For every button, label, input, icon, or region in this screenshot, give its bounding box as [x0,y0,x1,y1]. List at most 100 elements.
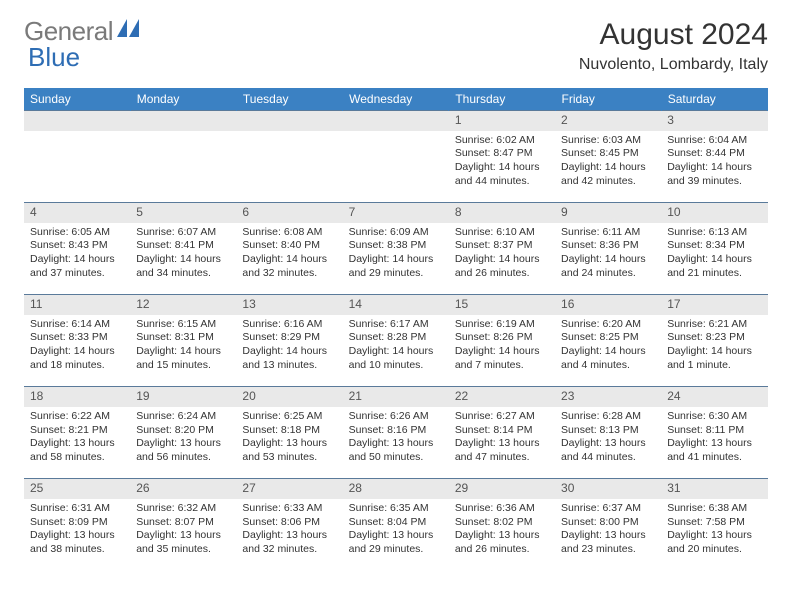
day-cell [236,131,342,203]
day-number: 6 [236,203,342,223]
day-cell: Sunrise: 6:30 AM Sunset: 8:11 PM Dayligh… [661,407,767,479]
day-number: 10 [661,203,767,223]
day-cell: Sunrise: 6:04 AM Sunset: 8:44 PM Dayligh… [661,131,767,203]
day-number: 31 [661,479,767,499]
day-cell-text: Sunrise: 6:27 AM Sunset: 8:14 PM Dayligh… [455,410,549,465]
day-cell-text: Sunrise: 6:28 AM Sunset: 8:13 PM Dayligh… [561,410,655,465]
day-number: 5 [130,203,236,223]
day-number: 25 [24,479,130,499]
day-cell-text: Sunrise: 6:35 AM Sunset: 8:04 PM Dayligh… [349,502,443,557]
day-number: 14 [343,295,449,315]
day-cell: Sunrise: 6:15 AM Sunset: 8:31 PM Dayligh… [130,315,236,387]
day-cell-text: Sunrise: 6:10 AM Sunset: 8:37 PM Dayligh… [455,226,549,281]
daynum-row: 25262728293031 [24,479,768,499]
day-number: 13 [236,295,342,315]
day-cell: Sunrise: 6:16 AM Sunset: 8:29 PM Dayligh… [236,315,342,387]
day-number: 27 [236,479,342,499]
day-number: 26 [130,479,236,499]
day-number: 30 [555,479,661,499]
day-cell-text: Sunrise: 6:38 AM Sunset: 7:58 PM Dayligh… [667,502,761,557]
day-cell-text: Sunrise: 6:17 AM Sunset: 8:28 PM Dayligh… [349,318,443,373]
day-cell: Sunrise: 6:22 AM Sunset: 8:21 PM Dayligh… [24,407,130,479]
day-cell-text: Sunrise: 6:36 AM Sunset: 8:02 PM Dayligh… [455,502,549,557]
day-cell-text: Sunrise: 6:04 AM Sunset: 8:44 PM Dayligh… [667,134,761,189]
day-number: 9 [555,203,661,223]
day-number: 3 [661,111,767,131]
title-block: August 2024 Nuvolento, Lombardy, Italy [579,18,768,74]
day-cell: Sunrise: 6:09 AM Sunset: 8:38 PM Dayligh… [343,223,449,295]
day-cell: Sunrise: 6:25 AM Sunset: 8:18 PM Dayligh… [236,407,342,479]
day-cell-text: Sunrise: 6:33 AM Sunset: 8:06 PM Dayligh… [242,502,336,557]
day-number [236,111,342,131]
day-number: 16 [555,295,661,315]
day-number: 1 [449,111,555,131]
day-number: 8 [449,203,555,223]
day-number: 18 [24,387,130,407]
day-cell: Sunrise: 6:37 AM Sunset: 8:00 PM Dayligh… [555,499,661,571]
day-cell: Sunrise: 6:08 AM Sunset: 8:40 PM Dayligh… [236,223,342,295]
day-cell [24,131,130,203]
weekday-header: Wednesday [343,88,449,111]
day-cell: Sunrise: 6:10 AM Sunset: 8:37 PM Dayligh… [449,223,555,295]
day-cell: Sunrise: 6:05 AM Sunset: 8:43 PM Dayligh… [24,223,130,295]
day-cell: Sunrise: 6:36 AM Sunset: 8:02 PM Dayligh… [449,499,555,571]
daynum-row: 123 [24,111,768,131]
day-cell-text: Sunrise: 6:09 AM Sunset: 8:38 PM Dayligh… [349,226,443,281]
day-cell-text: Sunrise: 6:11 AM Sunset: 8:36 PM Dayligh… [561,226,655,281]
day-cell-text: Sunrise: 6:31 AM Sunset: 8:09 PM Dayligh… [30,502,124,557]
day-cell [130,131,236,203]
day-number [24,111,130,131]
calendar-body: 123Sunrise: 6:02 AM Sunset: 8:47 PM Dayl… [24,111,768,571]
day-number [343,111,449,131]
day-cell: Sunrise: 6:28 AM Sunset: 8:13 PM Dayligh… [555,407,661,479]
day-cell-text: Sunrise: 6:30 AM Sunset: 8:11 PM Dayligh… [667,410,761,465]
day-cell-text: Sunrise: 6:13 AM Sunset: 8:34 PM Dayligh… [667,226,761,281]
day-number: 7 [343,203,449,223]
day-cell-text: Sunrise: 6:15 AM Sunset: 8:31 PM Dayligh… [136,318,230,373]
day-cell-text: Sunrise: 6:07 AM Sunset: 8:41 PM Dayligh… [136,226,230,281]
day-cell: Sunrise: 6:20 AM Sunset: 8:25 PM Dayligh… [555,315,661,387]
day-number: 15 [449,295,555,315]
day-number: 29 [449,479,555,499]
day-number [130,111,236,131]
day-number: 12 [130,295,236,315]
day-cell-text: Sunrise: 6:26 AM Sunset: 8:16 PM Dayligh… [349,410,443,465]
day-cell: Sunrise: 6:03 AM Sunset: 8:45 PM Dayligh… [555,131,661,203]
weekday-header: Tuesday [236,88,342,111]
day-cell: Sunrise: 6:24 AM Sunset: 8:20 PM Dayligh… [130,407,236,479]
day-cell: Sunrise: 6:31 AM Sunset: 8:09 PM Dayligh… [24,499,130,571]
day-cell-text: Sunrise: 6:20 AM Sunset: 8:25 PM Dayligh… [561,318,655,373]
logo-text-blue: Blue [28,44,139,70]
day-cell: Sunrise: 6:19 AM Sunset: 8:26 PM Dayligh… [449,315,555,387]
day-cell-text: Sunrise: 6:05 AM Sunset: 8:43 PM Dayligh… [30,226,124,281]
location: Nuvolento, Lombardy, Italy [579,56,768,74]
logo-sail-icon [117,19,139,43]
day-number: 20 [236,387,342,407]
day-number: 28 [343,479,449,499]
day-cell: Sunrise: 6:32 AM Sunset: 8:07 PM Dayligh… [130,499,236,571]
day-number: 4 [24,203,130,223]
month-title: August 2024 [579,18,768,52]
day-cell: Sunrise: 6:13 AM Sunset: 8:34 PM Dayligh… [661,223,767,295]
calendar-table: Sunday Monday Tuesday Wednesday Thursday… [24,88,768,571]
weekday-header: Monday [130,88,236,111]
weekday-header: Saturday [661,88,767,111]
day-number: 23 [555,387,661,407]
day-number: 11 [24,295,130,315]
daynum-row: 11121314151617 [24,295,768,315]
data-row: Sunrise: 6:05 AM Sunset: 8:43 PM Dayligh… [24,223,768,295]
day-cell-text: Sunrise: 6:16 AM Sunset: 8:29 PM Dayligh… [242,318,336,373]
day-number: 22 [449,387,555,407]
day-cell-text: Sunrise: 6:22 AM Sunset: 8:21 PM Dayligh… [30,410,124,465]
logo: General Blue [24,18,139,70]
daynum-row: 45678910 [24,203,768,223]
day-cell-text: Sunrise: 6:32 AM Sunset: 8:07 PM Dayligh… [136,502,230,557]
day-number: 19 [130,387,236,407]
data-row: Sunrise: 6:22 AM Sunset: 8:21 PM Dayligh… [24,407,768,479]
day-cell: Sunrise: 6:33 AM Sunset: 8:06 PM Dayligh… [236,499,342,571]
day-cell: Sunrise: 6:07 AM Sunset: 8:41 PM Dayligh… [130,223,236,295]
day-cell: Sunrise: 6:35 AM Sunset: 8:04 PM Dayligh… [343,499,449,571]
day-cell: Sunrise: 6:21 AM Sunset: 8:23 PM Dayligh… [661,315,767,387]
day-cell-text: Sunrise: 6:14 AM Sunset: 8:33 PM Dayligh… [30,318,124,373]
day-cell: Sunrise: 6:11 AM Sunset: 8:36 PM Dayligh… [555,223,661,295]
